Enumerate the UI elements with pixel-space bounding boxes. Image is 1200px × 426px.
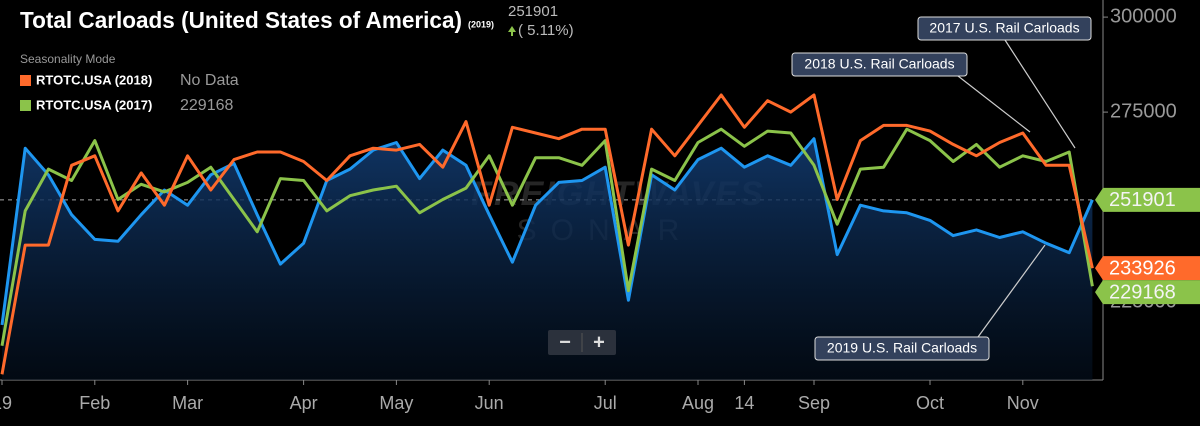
current-value: 251901 [508,3,558,20]
series-line [0,93,1094,375]
y-tick-label: 300000 [1110,5,1177,27]
series-line [0,127,1094,347]
change-label: ( 5.11%) [518,22,574,39]
series-line [0,137,1094,326]
x-tick-label: Feb [79,393,110,413]
annotation-pointer [977,244,1046,338]
x-tick-label: Aug [682,393,714,413]
x-tick-label: Jun [475,393,504,413]
legend-swatch [20,100,31,111]
value-badge-label: 233926 [1109,257,1176,279]
x-tick-label: 14 [734,393,754,413]
legend-title: Seasonality Mode [20,52,116,66]
value-badge-label: 251901 [1109,189,1176,211]
annotation-box [791,52,968,77]
chart-title: Total Carloads (United States of America… [20,7,462,33]
up-arrow-stem [511,31,513,36]
overlay: Total Carloads (United States of America… [20,3,1200,361]
annotation-text: 2018 U.S. Rail Carloads [804,56,954,72]
x-tick-label: May [379,393,413,413]
annotation-pointer [1004,39,1076,149]
x-tick-label: 19 [0,393,12,413]
value-badge [1095,187,1200,212]
value-badge-label: 229168 [1109,281,1176,303]
annotation-text: 2019 U.S. Rail Carloads [827,340,977,356]
legend-value: No Data [180,72,239,89]
title-year: (2019) [468,19,494,29]
annotation-box [917,16,1092,41]
annotation-pointer [957,75,1031,133]
annotation-text: 2017 U.S. Rail Carloads [929,20,1079,36]
legend-value: 229168 [180,97,233,114]
y-tick-label: 275000 [1110,100,1177,122]
legend-label: RTOTC.USA (2018) [36,72,152,87]
series-area [2,138,1093,380]
x-tick-label: Jul [594,393,617,413]
legend-swatch [20,75,31,86]
annotation-box [814,336,990,361]
up-arrow [508,26,516,32]
x-tick-label: Oct [916,393,944,413]
x-tick-label: Nov [1007,393,1039,413]
value-badge [1095,280,1200,305]
x-tick-label: Mar [172,393,203,413]
zoom-in-button[interactable]: + [593,331,605,353]
legend-label: RTOTC.USA (2017) [36,97,152,112]
zoom-out-button[interactable]: − [559,331,571,353]
value-badge [1095,256,1200,281]
x-tick-label: Sep [798,393,830,413]
x-tick-label: Apr [290,393,318,413]
